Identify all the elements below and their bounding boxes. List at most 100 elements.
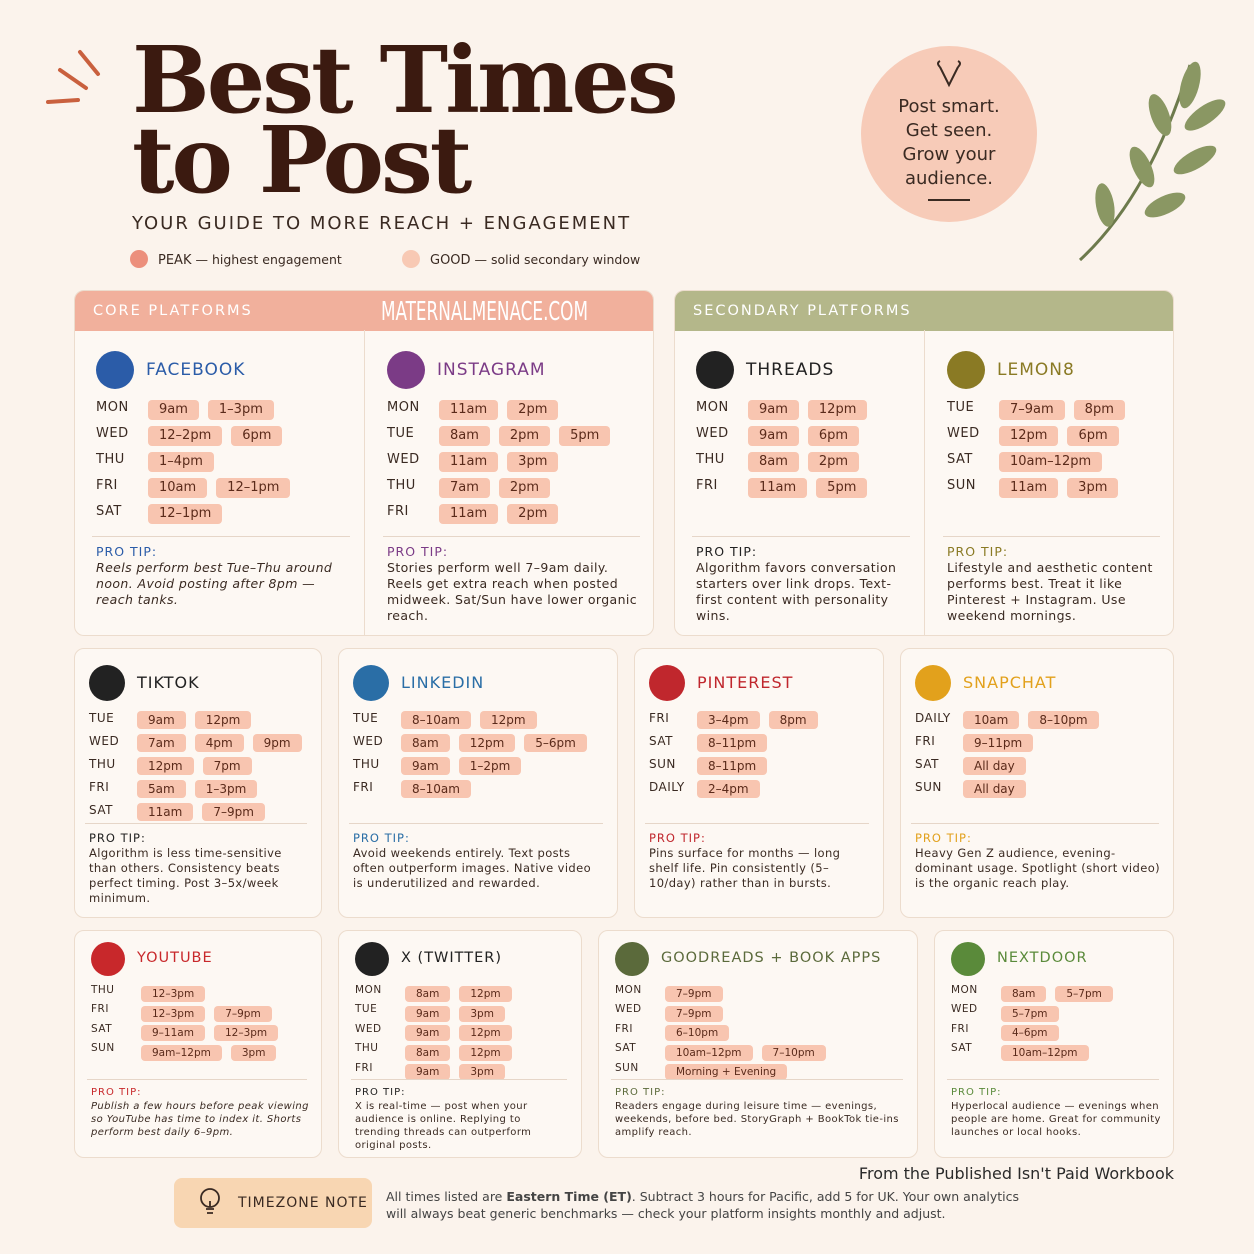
day-label: DAILY bbox=[649, 779, 685, 794]
time-pill: 7–9pm bbox=[202, 803, 265, 821]
time-pill: 2pm bbox=[498, 478, 551, 498]
time-pill: 11am bbox=[439, 452, 499, 472]
time-row: 5–7pm bbox=[1001, 1002, 1068, 1022]
day-label: FRI bbox=[96, 478, 118, 494]
day-label: WED bbox=[951, 1003, 978, 1016]
tip-text: Reels perform best Tue–Thu around noon. … bbox=[96, 560, 333, 607]
watermark: MATERNALMENACE.COM bbox=[381, 297, 588, 327]
time-pill: 12–1pm bbox=[216, 478, 291, 498]
day-label: WED bbox=[355, 1022, 382, 1035]
time-pill: 10am–12pm bbox=[1001, 1044, 1089, 1061]
day-label: THU bbox=[353, 756, 380, 771]
time-pill: 7–9am bbox=[999, 400, 1065, 420]
time-pill: 12pm bbox=[194, 711, 252, 729]
panel-title: SECONDARY PLATFORMS bbox=[693, 303, 912, 319]
platform-name: GOODREADS + BOOK APPS bbox=[661, 950, 882, 967]
time-pill: 12–3pm bbox=[141, 986, 206, 1002]
day-label: TUE bbox=[947, 400, 975, 416]
time-pill: 12pm bbox=[459, 1044, 512, 1061]
platform-name: THREADS bbox=[746, 359, 835, 380]
time-row: 11am 5pm bbox=[748, 476, 876, 498]
time-pill: 7–10pm bbox=[761, 1044, 826, 1061]
time-pill: 11am bbox=[439, 400, 499, 420]
day-label: WED bbox=[947, 426, 980, 442]
day-label: FRI bbox=[915, 733, 936, 748]
time-pill: 7am bbox=[137, 734, 186, 752]
tip-label: PRO TIP: bbox=[649, 831, 706, 845]
tip-label: PRO TIP: bbox=[951, 1087, 1002, 1098]
platform-name: SNAPCHAT bbox=[963, 673, 1057, 693]
day-label: WED bbox=[353, 733, 384, 748]
platform-icon bbox=[91, 942, 125, 976]
divider bbox=[351, 1079, 567, 1080]
platform-card: NEXTDOOR MON 8am 5–7pm WED 5–7pm FRI 4–6pm SAT 10… bbox=[934, 930, 1174, 1158]
time-row: 12pm 7pm bbox=[137, 755, 261, 775]
time-row: 9am 1–2pm bbox=[401, 755, 530, 775]
time-pill: 12–1pm bbox=[148, 504, 223, 524]
day-label: FRI bbox=[951, 1022, 969, 1035]
tip-text: Pins surface for months — long shelf lif… bbox=[649, 846, 841, 890]
time-pill: 9am bbox=[748, 400, 799, 420]
time-pill: 2pm bbox=[507, 504, 559, 524]
day-label: MON bbox=[696, 400, 729, 416]
time-row: 9am 3pm bbox=[405, 1060, 514, 1080]
time-row: 11am 2pm bbox=[439, 502, 567, 524]
time-row: 11am 7–9pm bbox=[137, 801, 274, 821]
day-label: WED bbox=[696, 426, 729, 442]
tip-label: PRO TIP: bbox=[91, 1087, 142, 1098]
title-line-2: to Post bbox=[132, 106, 472, 214]
time-row: 10am 12–1pm bbox=[148, 476, 299, 498]
day-label: WED bbox=[89, 733, 120, 748]
time-row: 8am 12pm bbox=[405, 1041, 521, 1061]
tip-label: PRO TIP: bbox=[387, 544, 449, 559]
platform-name: NEXTDOOR bbox=[997, 950, 1088, 967]
time-pill: 8–10pm bbox=[1028, 711, 1099, 729]
legend-dot bbox=[130, 250, 148, 268]
note-text: All times listed are bbox=[386, 1189, 507, 1204]
time-pill: 9pm bbox=[252, 734, 302, 752]
time-pill: Morning + Evening bbox=[665, 1064, 788, 1080]
platform-icon bbox=[696, 351, 734, 389]
platform-card: GOODREADS + BOOK APPS MON 7–9pm WED 7–9pm FRI… bbox=[598, 930, 918, 1158]
time-pill: 10am–12pm bbox=[999, 452, 1103, 472]
time-row: 10am–12pm bbox=[1001, 1041, 1098, 1061]
badge-line: Grow your bbox=[902, 144, 996, 165]
time-row: 12–2pm 6pm bbox=[148, 424, 291, 446]
day-label: THU bbox=[89, 756, 116, 771]
platform-card: X (TWITTER) MON 8am 12pm TUE 9am 3pm WED 9am 12pm… bbox=[338, 930, 582, 1158]
time-row: 10am–12pm bbox=[999, 450, 1111, 472]
time-row: 8am 2pm 5pm bbox=[439, 424, 619, 446]
tip-text: X is real-time — post when your audience… bbox=[355, 1101, 532, 1151]
day-label: SAT bbox=[89, 802, 113, 817]
platform-card: SNAPCHAT DAILY 10am 8–10pm FRI 9–11pm SAT All d… bbox=[900, 648, 1174, 918]
badge-line: Get seen. bbox=[905, 120, 993, 141]
legend-item: GOOD — solid secondary window bbox=[430, 252, 640, 268]
time-pill: 2pm bbox=[507, 400, 559, 420]
legend-label: GOOD bbox=[430, 253, 471, 268]
time-pill: 9am bbox=[748, 426, 799, 446]
badge-circle bbox=[861, 46, 1037, 222]
day-label: SAT bbox=[96, 504, 122, 520]
time-row: 9–11am 12–3pm bbox=[141, 1021, 287, 1041]
time-pill: 8–11pm bbox=[697, 734, 768, 752]
day-label: SUN bbox=[649, 756, 676, 771]
time-pill: 8am bbox=[401, 734, 450, 752]
time-pill: 2pm bbox=[807, 452, 860, 472]
time-pill: 5pm bbox=[816, 478, 868, 498]
platform-name: X (TWITTER) bbox=[401, 950, 503, 967]
time-pill: 3pm bbox=[459, 1064, 505, 1080]
time-row: 9am 12pm bbox=[137, 709, 260, 729]
day-label: SAT bbox=[91, 1022, 113, 1035]
day-label: FRI bbox=[696, 478, 718, 494]
platform-icon bbox=[353, 665, 389, 701]
time-pill: 12pm bbox=[459, 986, 512, 1002]
badge-line: audience. bbox=[904, 168, 994, 189]
time-row: 3–4pm 8pm bbox=[697, 709, 827, 729]
legend-desc: — solid secondary window bbox=[474, 252, 641, 267]
time-pill: 4–6pm bbox=[1001, 1025, 1059, 1041]
tip-label: PRO TIP: bbox=[615, 1087, 666, 1098]
day-label: THU bbox=[696, 452, 725, 468]
tip-label: PRO TIP: bbox=[96, 544, 158, 559]
tip-text: Readers engage during leisure time — eve… bbox=[615, 1101, 899, 1138]
